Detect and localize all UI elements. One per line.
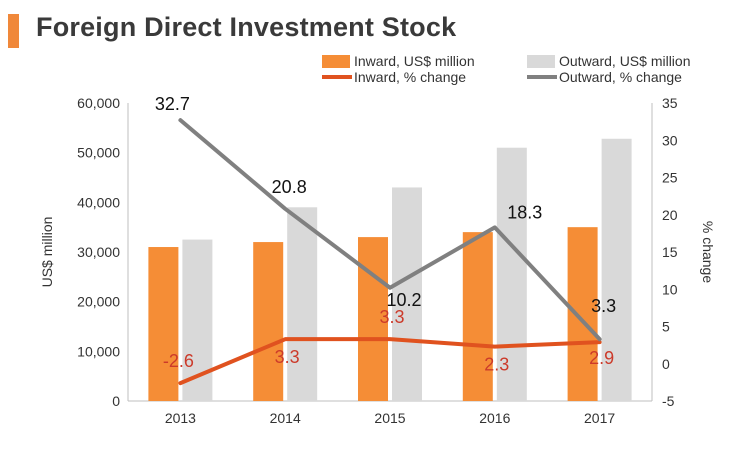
x-tick-label: 2013	[165, 410, 196, 426]
y2-tick-label: 35	[662, 95, 678, 111]
inward-bar	[253, 242, 284, 401]
legend-swatch	[527, 55, 555, 68]
legend-label: Outward, % change	[559, 69, 682, 85]
inward-bar	[462, 232, 493, 401]
y2-tick-label: -5	[662, 393, 675, 409]
inward-bar	[358, 237, 388, 401]
inward-change-line	[178, 337, 602, 386]
outward-change-label: 32.7	[155, 94, 190, 114]
y-tick-label: 0	[112, 393, 120, 409]
x-tick-label: 2015	[374, 410, 405, 426]
inward-change-label: 3.3	[379, 307, 404, 327]
y2-tick-label: 30	[662, 132, 678, 148]
inward-change-label: 2.3	[484, 355, 509, 375]
y-tick-label: 10,000	[77, 343, 120, 359]
y2-tick-label: 5	[662, 319, 670, 335]
inward-change-label: 3.3	[275, 347, 300, 367]
legend-label: Outward, US$ million	[559, 53, 691, 69]
outward-bar	[392, 187, 422, 401]
y2-axis-title: % change	[700, 221, 716, 283]
x-tick-label: 2014	[270, 410, 301, 426]
y2-tick-label: 25	[662, 170, 678, 186]
outward-change-label: 10.2	[386, 290, 421, 310]
y-tick-label: 30,000	[77, 244, 120, 260]
inward-change-label: 2.9	[589, 348, 614, 368]
inward-bar	[148, 247, 179, 401]
x-tick-label: 2017	[584, 410, 615, 426]
inward-change-label: -2.6	[163, 351, 194, 371]
outward-bar	[601, 138, 632, 401]
y2-tick-label: 20	[662, 207, 678, 223]
outward-change-label: 18.3	[507, 202, 542, 222]
outward-change-label: 20.8	[272, 177, 307, 197]
y-tick-label: 40,000	[77, 194, 120, 210]
y-axis-title: US$ million	[39, 217, 55, 288]
legend-swatch	[322, 55, 350, 68]
legend-label: Inward, US$ million	[354, 53, 475, 69]
outward-bar	[496, 147, 527, 401]
chart-title: Foreign Direct Investment Stock	[36, 12, 457, 42]
inward-bar	[567, 227, 598, 401]
y2-tick-label: 15	[662, 244, 678, 260]
outward-change-label: 3.3	[591, 296, 616, 316]
outward-bar	[287, 207, 318, 401]
legend-label: Inward, % change	[354, 69, 466, 85]
y-tick-label: 50,000	[77, 145, 120, 161]
outward-change-line	[178, 118, 602, 342]
y-tick-label: 60,000	[77, 95, 120, 111]
x-tick-label: 2016	[479, 410, 510, 426]
y-tick-label: 20,000	[77, 294, 120, 310]
y2-tick-label: 0	[662, 356, 670, 372]
y2-tick-label: 10	[662, 281, 678, 297]
title-accent-bar	[8, 14, 19, 48]
